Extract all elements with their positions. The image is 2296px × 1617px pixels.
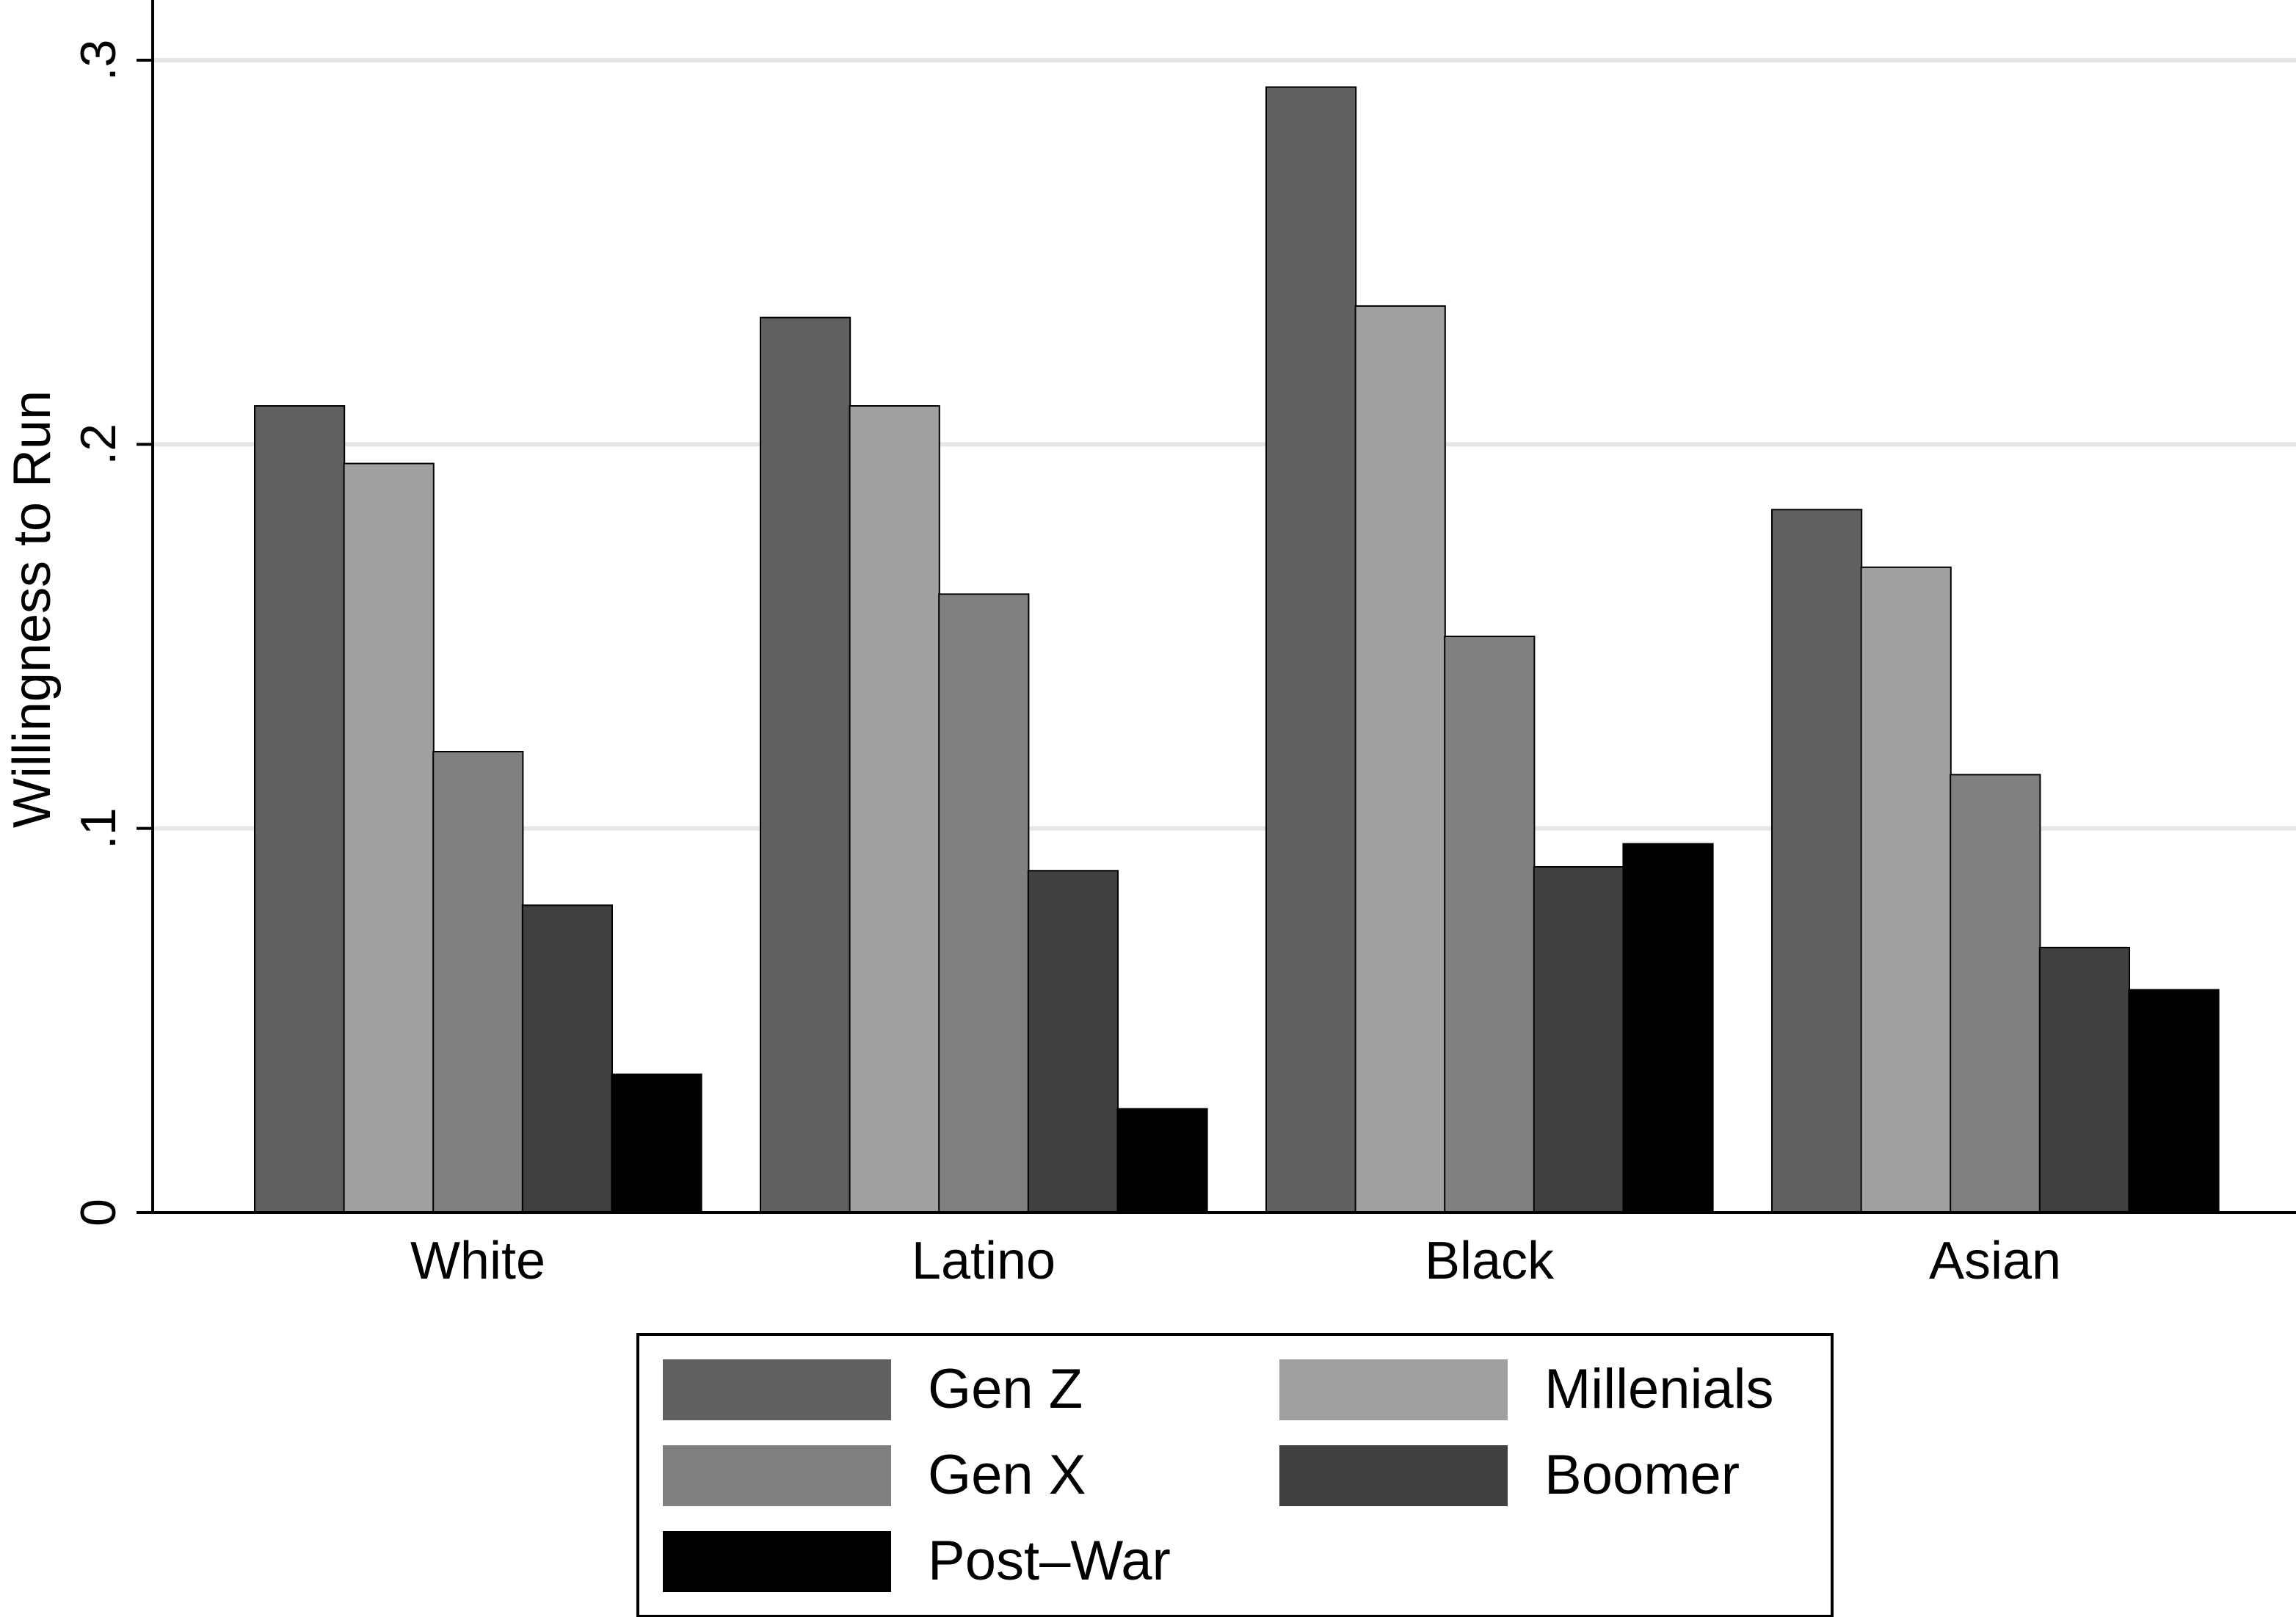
bar-white-gen-x	[432, 751, 524, 1213]
bar-latino-millenials	[849, 405, 940, 1213]
bar-latino-boomer	[1027, 870, 1119, 1213]
y-tick-label: 0	[70, 1199, 126, 1227]
legend-swatch	[663, 1531, 891, 1592]
x-tick-label: Latino	[912, 1232, 1056, 1290]
bar-asian-post-war	[2128, 989, 2220, 1213]
y-tick-label: .1	[70, 807, 126, 849]
bar-latino-post-war	[1116, 1108, 1208, 1213]
x-tick-label: Black	[1425, 1232, 1555, 1290]
x-tick-label: White	[410, 1232, 545, 1290]
bar-asian-boomer	[2038, 946, 2131, 1214]
legend-swatch	[1279, 1359, 1508, 1420]
bar-black-millenials	[1354, 305, 1446, 1213]
bars	[254, 86, 2220, 1214]
bar-asian-gen-z	[1771, 509, 1863, 1213]
bar-black-gen-x	[1444, 636, 1536, 1213]
bar-latino-gen-z	[760, 316, 851, 1214]
bar-latino-gen-x	[938, 593, 1030, 1213]
legend: Gen Z Millenials Gen X Boomer Post–War	[636, 1333, 1834, 1617]
bar-black-post-war	[1622, 843, 1714, 1213]
legend-label: Gen Z	[928, 1358, 1083, 1420]
axes: 0 .1 .2 .3 White Latino Black Asian	[70, 0, 2296, 1290]
legend-label: Post–War	[928, 1530, 1171, 1592]
x-tick-label: Asian	[1929, 1232, 2061, 1290]
legend-label: Boomer	[1544, 1444, 1740, 1506]
legend-swatch	[1279, 1445, 1508, 1506]
bar-white-post-war	[611, 1073, 702, 1213]
y-axis-title: Willingness to Run	[3, 390, 62, 828]
legend-swatch	[663, 1359, 891, 1420]
legend-label: Millenials	[1544, 1358, 1774, 1420]
bar-white-gen-z	[254, 405, 346, 1213]
y-tick-label: .2	[70, 424, 126, 465]
legend-swatch	[663, 1445, 891, 1506]
bar-asian-millenials	[1860, 566, 1952, 1213]
legend-label: Gen X	[928, 1444, 1086, 1506]
bar-white-millenials	[343, 462, 435, 1213]
y-tick-label: .3	[70, 40, 126, 81]
bar-black-boomer	[1533, 866, 1625, 1213]
bar-white-boomer	[521, 904, 613, 1214]
bar-black-gen-z	[1265, 86, 1357, 1214]
bar-asian-gen-x	[1950, 774, 2041, 1213]
